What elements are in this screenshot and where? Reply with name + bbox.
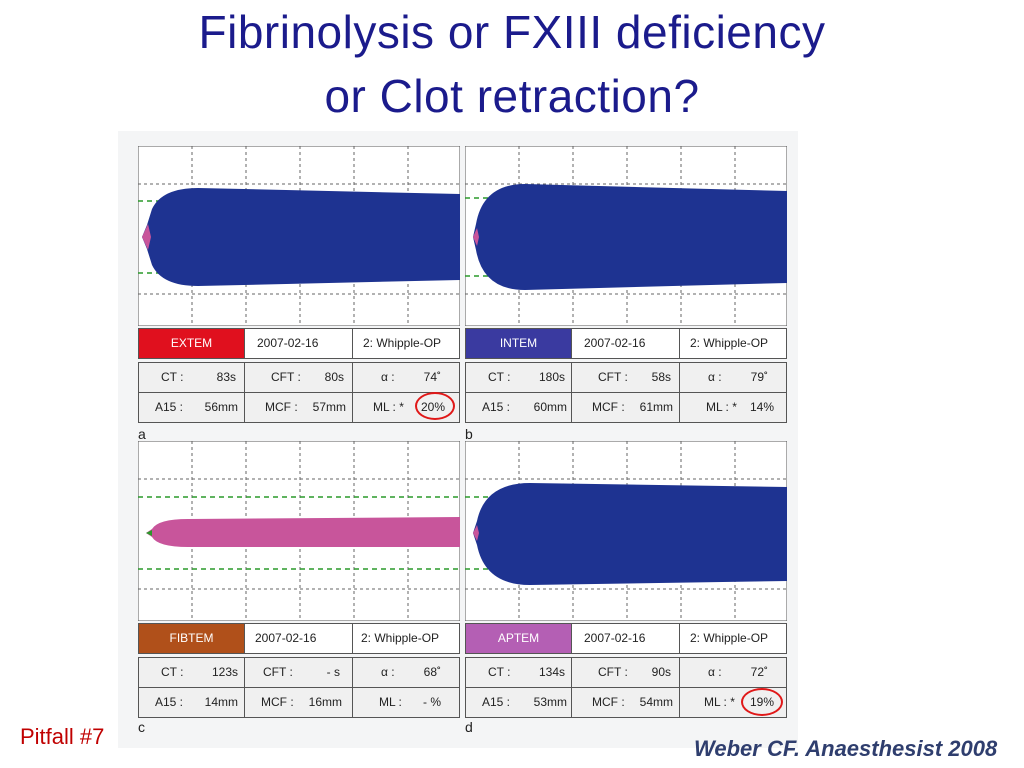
rotem-figure: EXTEM 2007-02-16 2: Whipple-OP CT : 83s C… — [118, 131, 798, 748]
aptem-mcf-value: 54mm — [639, 695, 673, 709]
alpha-label: α : — [381, 370, 395, 384]
fibtem-cft-value: - s — [326, 665, 340, 679]
ct-label: CT : — [161, 370, 184, 384]
fibtem-row-2: A15 : 14mm MCF : 16mm ML : - % — [138, 687, 460, 718]
ct-label: CT : — [488, 665, 511, 679]
fibtem-mcf-value: 16mm — [308, 695, 342, 709]
fibtem-clot-trace — [146, 517, 460, 547]
intem-header-row: INTEM 2007-02-16 2: Whipple-OP — [465, 328, 787, 359]
extem-alpha-value: 74˚ — [423, 370, 441, 384]
fibtem-a15-value: 14mm — [204, 695, 238, 709]
panel-letter-d: d — [465, 719, 473, 735]
aptem-trace-graph — [465, 441, 787, 621]
extem-ct-value: 83s — [216, 370, 236, 384]
extem-header-row: EXTEM 2007-02-16 2: Whipple-OP — [138, 328, 460, 359]
intem-test-label: INTEM — [466, 329, 572, 358]
intem-operation: 2: Whipple-OP — [690, 336, 769, 350]
aptem-ml-highlight-circle — [741, 688, 783, 716]
ct-label: CT : — [161, 665, 184, 679]
cft-label: CFT : — [598, 665, 628, 679]
alpha-label: α : — [708, 370, 722, 384]
intem-a15-value: 60mm — [533, 400, 567, 414]
fibtem-row-1: CT : 123s CFT : - s α : 68˚ — [138, 657, 460, 688]
extem-trace-graph — [138, 146, 460, 326]
fibtem-test-label: FIBTEM — [139, 624, 245, 653]
mcf-label: MCF : — [592, 400, 625, 414]
mcf-label: MCF : — [265, 400, 298, 414]
intem-cft-value: 58s — [651, 370, 671, 384]
intem-date: 2007-02-16 — [572, 329, 680, 358]
extem-test-label: EXTEM — [139, 329, 245, 358]
fibtem-date: 2007-02-16 — [245, 624, 353, 653]
cft-label: CFT : — [263, 665, 293, 679]
slide-title-line-2: or Clot retraction? — [324, 70, 700, 122]
citation: Weber CF. Anaesthesist 2008 — [694, 736, 998, 761]
intem-alpha-value: 79˚ — [750, 370, 768, 384]
aptem-header-row: APTEM 2007-02-16 2: Whipple-OP — [465, 623, 787, 654]
extem-clot-trace — [142, 188, 460, 286]
panel-a-extem: EXTEM 2007-02-16 2: Whipple-OP CT : 83s C… — [138, 146, 460, 442]
aptem-ct-value: 134s — [538, 665, 565, 679]
intem-row-1: CT : 180s CFT : 58s α : 79˚ — [465, 362, 787, 393]
intem-mcf-value: 61mm — [639, 400, 673, 414]
extem-mcf-value: 57mm — [312, 400, 346, 414]
intem-clot-trace — [473, 184, 787, 290]
aptem-row-2: A15 :53mm MCF :54mm ML : * 19% — [465, 687, 787, 718]
intem-row-2: A15 : 60mm MCF : 61mm ML : * 14% — [465, 392, 787, 423]
a15-label: A15 : — [155, 695, 184, 709]
alpha-label: α : — [708, 665, 722, 679]
ml-label: ML : * — [704, 695, 735, 709]
ml-label: ML : * — [373, 400, 404, 414]
aptem-operation: 2: Whipple-OP — [690, 631, 769, 645]
a15-label: A15 : — [482, 400, 511, 414]
pitfall-label: Pitfall #7 — [20, 724, 105, 749]
a15-label: A15 : — [155, 400, 184, 414]
alpha-label: α : — [381, 665, 395, 679]
cft-label: CFT : — [598, 370, 628, 384]
aptem-alpha-value: 72˚ — [750, 665, 768, 679]
ml-label: ML : * — [706, 400, 737, 414]
panel-b-intem: INTEM 2007-02-16 2: Whipple-OP CT : 180s … — [465, 146, 787, 442]
aptem-cft-value: 90s — [651, 665, 671, 679]
panel-letter-b: b — [465, 426, 473, 442]
extem-a15-value: 56mm — [204, 400, 238, 414]
panel-letter-c: c — [138, 719, 145, 735]
ct-label: CT : — [488, 370, 511, 384]
aptem-clot-trace — [473, 483, 787, 585]
intem-ct-value: 180s — [538, 370, 565, 384]
intem-trace-graph — [465, 146, 787, 326]
aptem-a15-value: 53mm — [533, 695, 567, 709]
panel-c-fibtem: FIBTEM 2007-02-16 2: Whipple-OP CT : 123s… — [138, 441, 460, 736]
fibtem-ml-value: - % — [423, 695, 441, 709]
extem-row-2: A15 :56mm MCF :57mm ML : * 20% — [138, 392, 460, 423]
aptem-test-label: APTEM — [466, 624, 572, 653]
aptem-row-1: CT : 134s CFT : 90s α : 72˚ — [465, 657, 787, 688]
fibtem-operation: 2: Whipple-OP — [361, 631, 440, 645]
fibtem-header-row: FIBTEM 2007-02-16 2: Whipple-OP — [138, 623, 460, 654]
aptem-date: 2007-02-16 — [572, 624, 680, 653]
panel-d-aptem: APTEM 2007-02-16 2: Whipple-OP CT : 134s … — [465, 441, 787, 736]
slide-title-line-1: Fibrinolysis or FXIII deficiency — [198, 6, 826, 58]
extem-row-1: CT : 83s CFT : 80s α : 74˚ — [138, 362, 460, 393]
extem-date: 2007-02-16 — [245, 329, 353, 358]
extem-ml-highlight-circle — [415, 392, 455, 420]
mcf-label: MCF : — [261, 695, 294, 709]
cft-label: CFT : — [271, 370, 301, 384]
intem-ml-value: 14% — [749, 400, 774, 414]
fibtem-ct-value: 123s — [211, 665, 238, 679]
fibtem-alpha-value: 68˚ — [423, 665, 441, 679]
ml-label: ML : — [379, 695, 402, 709]
extem-cft-value: 80s — [324, 370, 344, 384]
panel-letter-a: a — [138, 426, 146, 442]
extem-operation: 2: Whipple-OP — [363, 336, 442, 350]
a15-label: A15 : — [482, 695, 511, 709]
fibtem-trace-graph — [138, 441, 460, 621]
mcf-label: MCF : — [592, 695, 625, 709]
